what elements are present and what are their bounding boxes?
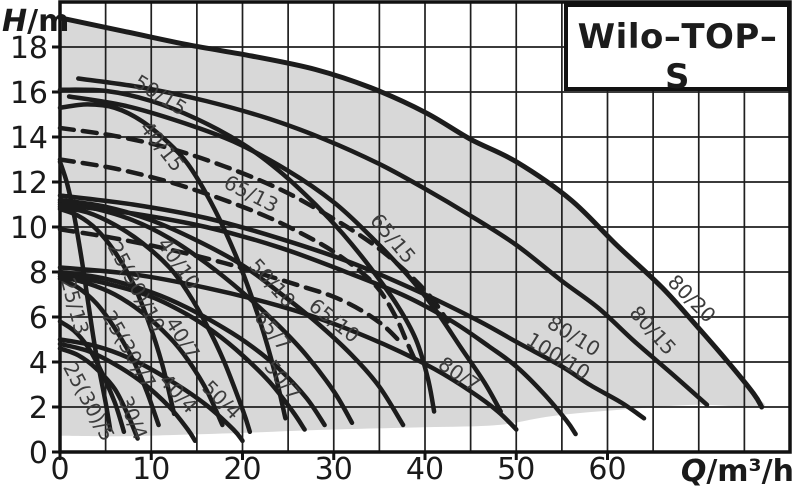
pump-curve-50-7 [57, 272, 307, 432]
pump-curve-50-4 [57, 337, 245, 444]
x-tick-label: 30 [315, 452, 353, 487]
pump-curve-80-10 [57, 193, 647, 421]
y-tick-label: 16 [10, 76, 48, 111]
x-tick-label: 60 [588, 452, 626, 487]
pump-curve-65-15 [66, 94, 503, 414]
pump-curve-40-15 [57, 102, 288, 421]
y-axis-title: H/m [2, 4, 69, 39]
pump-curve-100-10 [57, 202, 578, 437]
y-tick-label: 18 [10, 31, 48, 66]
plot-border [58, 0, 792, 454]
pump-curve-25-30-5 [57, 319, 127, 435]
chart-title-box: Wilo–TOP–S [564, 3, 791, 97]
y-tick-label: 0 [29, 436, 48, 471]
pump-curve-40-4 [57, 341, 198, 444]
pump-curve-30-4 [57, 346, 140, 441]
y-axis-symbol: H [2, 4, 28, 39]
x-axis-symbol: Q [680, 454, 707, 489]
pump-curve-25-30-10 [57, 206, 177, 417]
pump-curve-50-10 [57, 200, 355, 426]
pump-curve-65-13 [57, 157, 419, 365]
pump-curve-50-15 [57, 87, 437, 414]
x-axis-title: Q/m³/h [681, 454, 794, 489]
y-tick-label: 8 [29, 256, 48, 291]
pump-curve-80-20 [57, 15, 765, 410]
x-tick-label: 10 [132, 452, 170, 487]
y-tick-label: 10 [10, 211, 48, 246]
x-tick-label: 20 [223, 452, 261, 487]
x-axis-unit: /m³/h [706, 454, 794, 489]
y-tick-label: 2 [29, 391, 48, 426]
chart-title: Wilo–TOP–S [577, 17, 778, 97]
pump-curve-80-7 [57, 265, 519, 432]
x-tick-label: 50 [497, 452, 535, 487]
y-tick-label: 6 [29, 301, 48, 336]
pump-curve-25-30-7 [57, 276, 161, 428]
x-tick-label: 40 [406, 452, 444, 487]
y-axis-unit: /m [27, 4, 70, 39]
pump-curve-80-15 [76, 76, 710, 408]
y-tick-label: 14 [10, 121, 48, 156]
x-tick-label: 0 [50, 452, 69, 487]
y-tick-label: 4 [29, 346, 48, 381]
pump-curve-40-10 [57, 204, 253, 435]
y-tick-label: 12 [10, 166, 48, 201]
pump-curve-65-7 [57, 269, 327, 428]
pump-curve-40-7 [57, 274, 225, 428]
